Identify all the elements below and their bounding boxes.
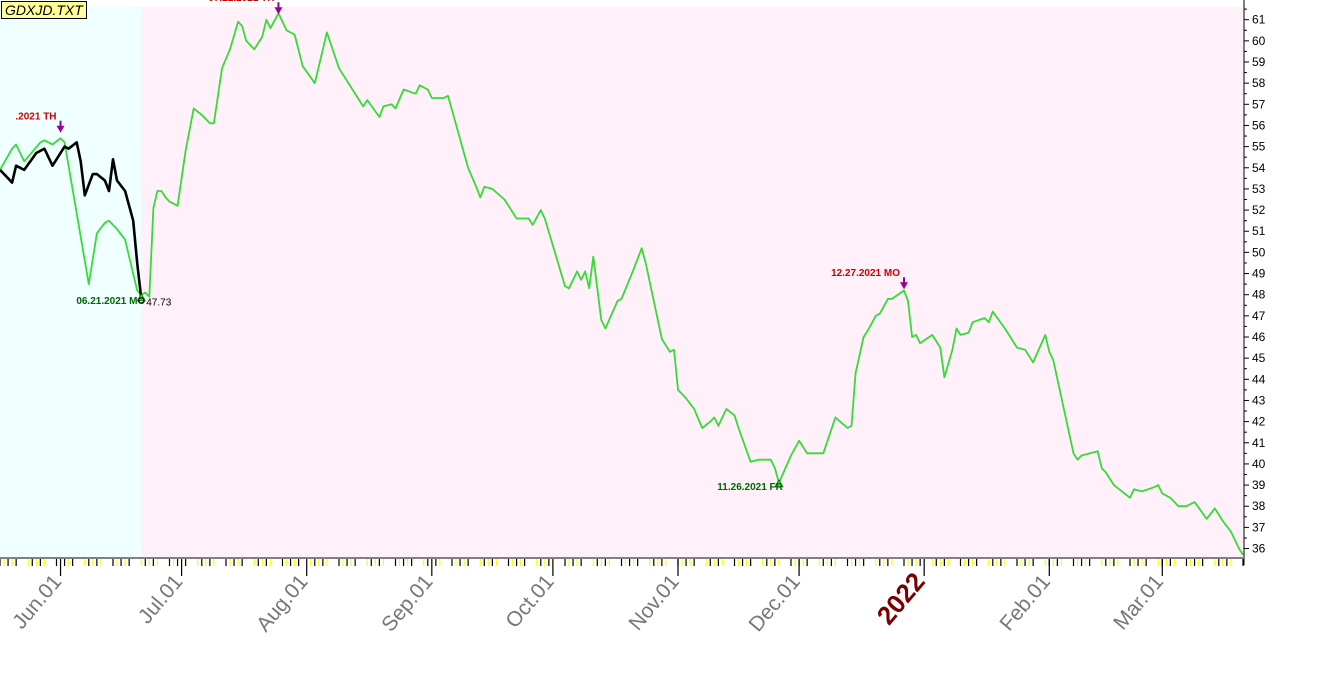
x-tick-label: Dec.01 bbox=[745, 570, 805, 636]
x-tick-label: Jun.01 bbox=[8, 570, 66, 633]
x-tick-label: Oct.01 bbox=[501, 570, 558, 632]
trough-label: 06.21.2021 MO bbox=[76, 296, 145, 307]
peak-marker-arrow bbox=[56, 125, 65, 133]
last-value-marker bbox=[138, 297, 145, 304]
y-tick-label: 36 bbox=[1252, 542, 1266, 556]
peak-label: 07.22.2021 TH bbox=[208, 0, 274, 4]
y-tick-label: 42 bbox=[1252, 415, 1266, 429]
y-tick-label: 38 bbox=[1252, 499, 1266, 513]
y-tick-label: 58 bbox=[1252, 76, 1266, 90]
y-tick-label: 37 bbox=[1252, 520, 1266, 534]
y-tick-label: 52 bbox=[1252, 203, 1266, 217]
y-tick-label: 48 bbox=[1252, 288, 1266, 302]
x-tick-label: Sep.01 bbox=[377, 570, 437, 636]
y-tick-label: 39 bbox=[1252, 478, 1266, 492]
plot-background-right bbox=[141, 7, 1243, 557]
peak-marker-arrow bbox=[274, 7, 283, 15]
peak-label: .2021 TH bbox=[15, 112, 56, 123]
y-tick-label: 54 bbox=[1252, 161, 1266, 175]
x-tick-label: Aug.01 bbox=[252, 570, 312, 636]
y-tick-label: 43 bbox=[1252, 393, 1266, 407]
y-tick-label: 51 bbox=[1252, 224, 1266, 238]
x-tick-label: 2022 bbox=[871, 567, 931, 631]
y-tick-label: 40 bbox=[1252, 457, 1266, 471]
y-tick-label: 45 bbox=[1252, 351, 1266, 365]
y-tick-label: 49 bbox=[1252, 267, 1266, 281]
peak-marker-arrow bbox=[900, 282, 908, 290]
y-tick-label: 57 bbox=[1252, 97, 1266, 111]
x-tick-label: Jul.01 bbox=[134, 570, 188, 628]
x-tick-label: Feb.01 bbox=[995, 570, 1055, 635]
last-value-label: 47.73 bbox=[146, 297, 171, 308]
series-line-green bbox=[0, 12, 1244, 556]
y-tick-label: 56 bbox=[1252, 118, 1266, 132]
x-tick-label: Nov.01 bbox=[624, 570, 683, 635]
y-tick-label: 47 bbox=[1252, 309, 1266, 323]
chart-title: GDXJD.TXT bbox=[1, 1, 87, 19]
y-tick-label: 41 bbox=[1252, 436, 1266, 450]
y-tick-label: 44 bbox=[1252, 372, 1266, 386]
y-tick-label: 50 bbox=[1252, 245, 1266, 259]
series-line-black bbox=[0, 141, 143, 300]
y-tick-label: 53 bbox=[1252, 182, 1266, 196]
y-tick-label: 60 bbox=[1252, 34, 1266, 48]
trough-label: 11.26.2021 FR bbox=[717, 482, 783, 493]
y-tick-label: 55 bbox=[1252, 140, 1266, 154]
y-tick-label: 61 bbox=[1252, 13, 1266, 27]
trough-marker-arrow bbox=[774, 479, 784, 488]
peak-label: 12.27.2021 MO bbox=[831, 268, 900, 279]
plot-background-left bbox=[0, 7, 142, 557]
y-tick-label: 59 bbox=[1252, 55, 1266, 69]
y-tick-label: 46 bbox=[1252, 330, 1266, 344]
x-tick-label: Mar.01 bbox=[1109, 570, 1168, 634]
